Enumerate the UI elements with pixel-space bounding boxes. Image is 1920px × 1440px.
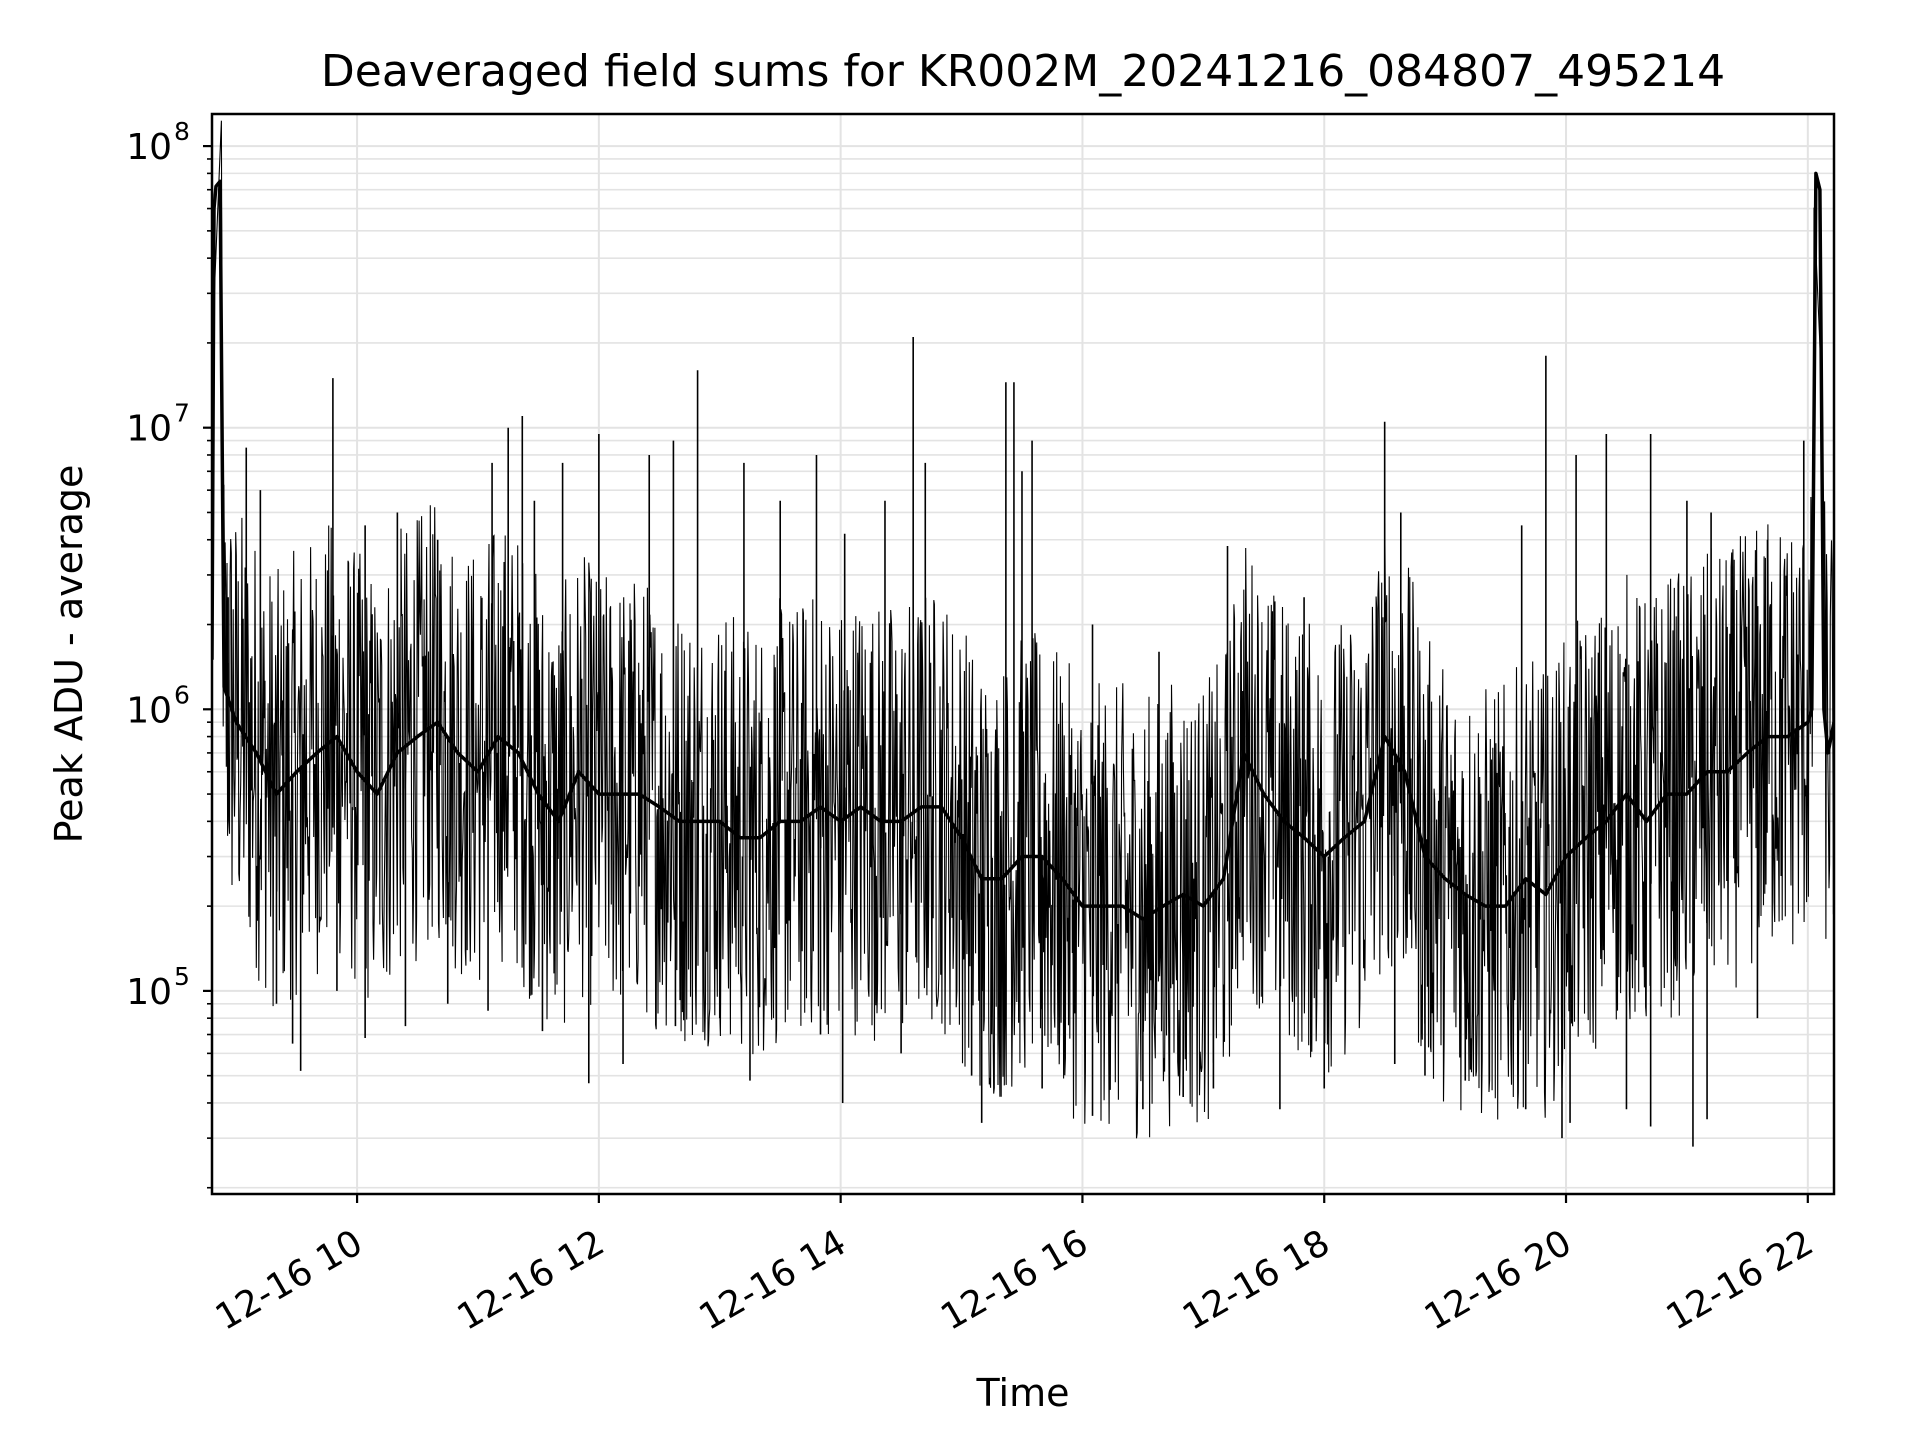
chart-title: Deaveraged field sums for KR002M_2024121… bbox=[321, 46, 1725, 97]
y-tick-label: 10 bbox=[126, 127, 172, 168]
y-tick-label: 10 bbox=[126, 972, 172, 1013]
y-tick-exponent: 8 bbox=[174, 117, 190, 146]
plot-frame bbox=[210, 112, 1836, 1196]
data-series-layer bbox=[212, 120, 1834, 1147]
y-tick-label: 10 bbox=[126, 409, 172, 450]
y-tick-exponent: 6 bbox=[174, 680, 190, 709]
y-tick-label: 10 bbox=[126, 690, 172, 731]
y-axis-label: Peak ADU - average bbox=[47, 465, 91, 844]
y-tick-exponent: 7 bbox=[174, 399, 190, 428]
x-axis-label: Time bbox=[976, 1371, 1070, 1415]
y-tick-exponent: 5 bbox=[174, 962, 190, 991]
